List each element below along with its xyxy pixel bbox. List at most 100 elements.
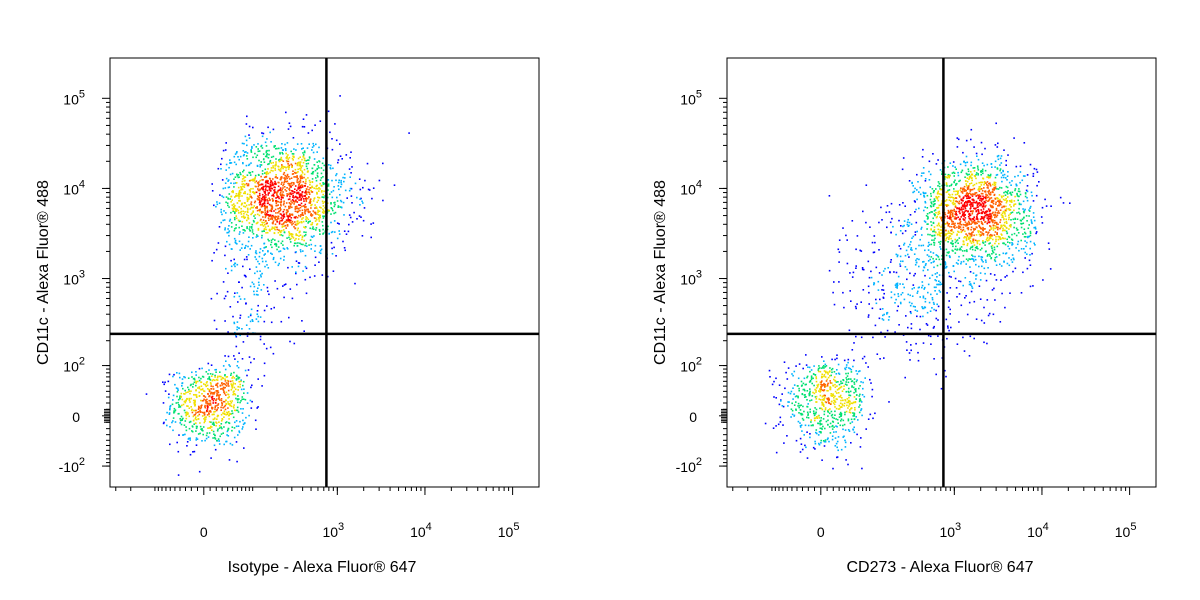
event-dot — [800, 414, 803, 416]
event-dot — [263, 195, 266, 197]
event-dot — [919, 186, 921, 189]
event-dot — [815, 431, 817, 434]
event-dot — [251, 400, 253, 403]
event-dot — [1016, 184, 1018, 187]
event-dot — [1003, 260, 1005, 263]
event-dot — [218, 427, 221, 429]
event-dot — [276, 287, 279, 290]
event-dot — [242, 170, 244, 173]
event-dot — [266, 171, 268, 173]
event-dot — [950, 209, 953, 212]
event-dot — [200, 406, 202, 408]
event-dot — [955, 245, 957, 248]
event-dot — [854, 407, 856, 409]
event-dot — [244, 247, 246, 249]
event-dot — [253, 201, 256, 204]
event-dot — [214, 437, 216, 439]
event-dot — [1024, 232, 1027, 235]
event-dot — [303, 195, 305, 197]
event-dot — [871, 388, 874, 391]
event-dot — [968, 237, 970, 239]
event-dot — [303, 173, 306, 176]
event-dot — [322, 157, 325, 160]
event-dot — [890, 202, 893, 205]
event-dot — [297, 168, 299, 171]
event-dot — [287, 168, 290, 170]
event-dot — [298, 199, 300, 201]
event-dot — [829, 432, 832, 434]
event-dot — [988, 253, 991, 256]
event-dot — [211, 398, 214, 400]
event-dot — [314, 204, 316, 206]
event-dot — [912, 284, 915, 286]
event-dot — [303, 151, 306, 154]
event-dot — [975, 318, 978, 320]
event-dot — [995, 264, 998, 266]
event-dot — [994, 260, 997, 263]
event-dot — [280, 166, 283, 169]
event-dot — [1026, 241, 1028, 244]
event-dot — [814, 412, 817, 415]
event-dot — [820, 386, 822, 389]
event-dot — [286, 142, 289, 144]
event-dot — [195, 374, 197, 376]
event-dot — [270, 169, 272, 172]
event-dot — [248, 222, 251, 224]
event-dot — [819, 420, 821, 423]
event-dot — [844, 446, 847, 448]
event-dot — [926, 207, 929, 209]
event-dot — [930, 262, 933, 264]
event-dot — [835, 425, 837, 427]
event-dot — [313, 144, 315, 147]
event-dot — [965, 183, 967, 185]
event-dot — [797, 395, 799, 398]
event-dot — [222, 219, 224, 222]
event-dot — [966, 235, 969, 238]
event-dot — [227, 401, 229, 403]
event-dot — [179, 376, 181, 379]
event-dot — [223, 426, 225, 428]
event-dot — [227, 407, 229, 409]
event-dot — [217, 391, 220, 394]
event-dot — [230, 259, 232, 262]
event-dot — [953, 226, 955, 228]
event-dot — [922, 342, 925, 344]
event-dot — [823, 385, 826, 387]
event-dot — [1062, 202, 1065, 204]
event-dot — [184, 389, 186, 392]
event-dot — [312, 151, 315, 154]
event-dot — [260, 275, 262, 278]
event-dot — [255, 250, 257, 252]
event-dot — [233, 404, 235, 406]
event-dot — [895, 271, 898, 274]
event-dot — [940, 204, 942, 206]
event-dot — [1000, 162, 1003, 164]
event-dot — [835, 373, 838, 375]
event-dot — [198, 376, 200, 379]
event-dot — [860, 381, 862, 383]
event-dot — [245, 151, 247, 153]
event-dot — [971, 287, 974, 289]
event-dot — [821, 428, 823, 430]
event-dot — [853, 414, 855, 416]
event-dot — [941, 254, 943, 257]
event-dot — [271, 226, 274, 229]
event-dot — [798, 387, 800, 390]
event-dot — [910, 327, 913, 330]
event-dot — [250, 196, 253, 198]
event-dot — [817, 434, 820, 436]
event-dot — [980, 319, 983, 322]
event-dot — [268, 215, 270, 218]
event-dot — [830, 414, 833, 417]
event-dot — [814, 407, 816, 409]
event-dot — [999, 168, 1002, 170]
event-dot — [1011, 211, 1014, 214]
event-dot — [1023, 211, 1025, 214]
event-dot — [896, 282, 899, 285]
event-dot — [350, 195, 353, 197]
event-dot — [784, 387, 786, 390]
event-dot — [335, 173, 338, 175]
event-dot — [898, 204, 901, 206]
event-dot — [189, 384, 192, 387]
event-dot — [296, 244, 299, 247]
